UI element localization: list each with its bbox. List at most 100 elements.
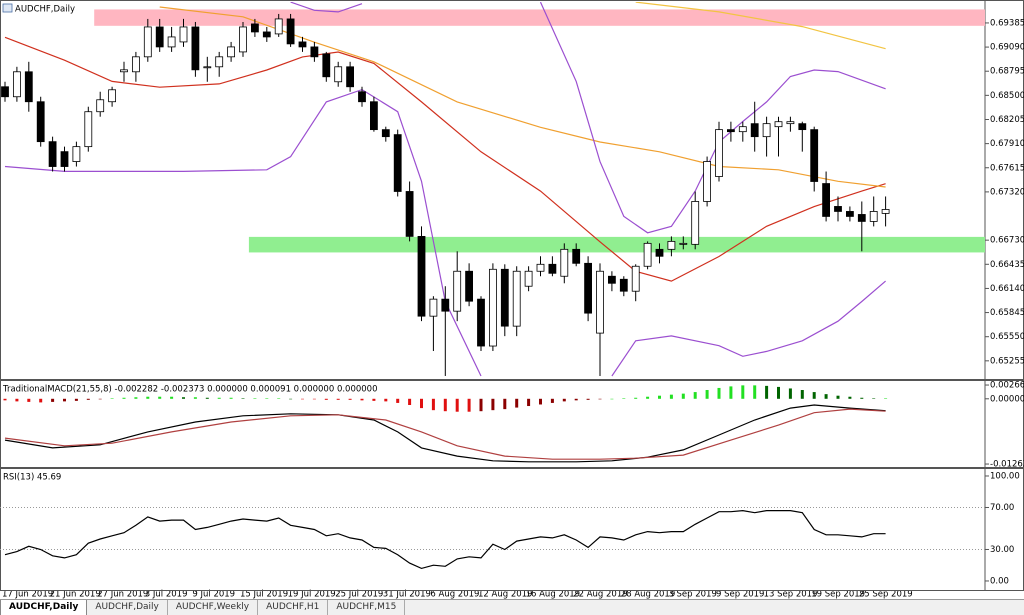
chart: 0.69385 0.69090 0.68795 0.68500 0.68205 0.679… <box>0 0 1024 599</box>
histogram-bar <box>681 393 685 399</box>
candle-body <box>310 46 319 58</box>
candle-body <box>417 235 426 317</box>
y-tick-label: -0.012627 <box>990 460 1024 470</box>
x-tick-label: 16 Aug 2019 <box>526 590 580 600</box>
macd-line <box>4 404 886 463</box>
tab[interactable]: AUDCHF,M15 <box>328 600 406 615</box>
pane-border <box>0 468 1024 591</box>
histogram-bar <box>324 398 328 400</box>
histogram-bar <box>729 386 733 399</box>
candle-body <box>24 71 33 103</box>
x-tick-label: 12 Aug 2019 <box>478 590 532 600</box>
y-tick-label: 0.66730 <box>990 236 1024 246</box>
histogram-bar <box>193 397 197 399</box>
candle-body <box>584 262 592 314</box>
histogram-bar <box>360 398 364 401</box>
histogram-bar <box>777 386 780 399</box>
overlay-line <box>611 280 886 377</box>
y-tick-label: 70.00 <box>990 503 1014 513</box>
candle-body <box>857 214 866 222</box>
candle-body <box>358 91 366 103</box>
candle-body <box>477 298 485 347</box>
histogram-bar <box>574 398 578 401</box>
histogram-bar <box>170 396 174 399</box>
histogram-bar <box>27 398 31 402</box>
x-tick-label: 9 Jul 2019 <box>192 590 235 600</box>
histogram-bar <box>836 395 840 399</box>
candle-body <box>560 248 569 277</box>
histogram-bar <box>182 397 185 399</box>
histogram-bar <box>289 398 293 400</box>
y-tick-label: 0.67910 <box>990 139 1024 149</box>
candle-body <box>120 69 128 73</box>
candle-body <box>298 41 307 48</box>
candle-body <box>227 46 236 58</box>
candle-body <box>727 129 735 133</box>
candle-body <box>548 263 557 274</box>
tab[interactable]: AUDCHF,Weekly <box>168 600 259 615</box>
candle-body <box>84 111 93 148</box>
histogram-bar <box>336 398 340 400</box>
tab[interactable]: AUDCHF,Daily <box>87 600 168 615</box>
candle-body <box>334 66 343 83</box>
tab[interactable]: AUDCHF,H1 <box>258 600 329 615</box>
histogram-bar <box>372 398 376 401</box>
y-tick-label: 0.66435 <box>990 260 1024 270</box>
histogram-bar <box>241 398 245 399</box>
candle-body <box>1 86 9 98</box>
candle-body <box>846 211 854 217</box>
candle-body <box>143 26 152 58</box>
candle-body <box>381 129 390 138</box>
histogram-bar <box>98 398 102 400</box>
histogram-bar <box>598 398 602 400</box>
x-tick-label: 3 Jul 2019 <box>145 590 188 600</box>
y-tick-label: 30.00 <box>990 545 1014 555</box>
tab-bar: AUDCHF,Daily AUDCHF,Daily AUDCHF,Weekly AUD… <box>0 599 1024 615</box>
histogram-bar <box>63 398 66 402</box>
candle-body <box>774 121 783 128</box>
tab[interactable]: AUDCHF,Daily <box>0 600 88 615</box>
overlay-line <box>4 88 482 377</box>
histogram-bar <box>408 398 412 405</box>
x-tick-label: 17 Jun 2019 <box>2 590 53 600</box>
candle-body <box>429 298 438 317</box>
histogram-bar <box>884 398 888 399</box>
plot-area <box>3 385 888 463</box>
candle-body <box>369 101 378 131</box>
candle-body <box>679 242 688 245</box>
histogram-bar <box>860 397 864 399</box>
y-tick-label: 0.002664 <box>990 381 1024 391</box>
x-tick-label: 3 Sep 2019 <box>668 590 716 600</box>
histogram-bar <box>717 387 721 399</box>
histogram-bar <box>658 395 661 399</box>
candle-body <box>834 206 842 212</box>
y-tick-label: 0.68500 <box>990 91 1024 101</box>
histogram-bar <box>586 398 590 400</box>
candle-body <box>286 18 295 45</box>
histogram-bar <box>431 398 435 411</box>
histogram-bar <box>610 398 614 400</box>
candle-body <box>691 201 700 245</box>
candle-body <box>488 268 497 347</box>
histogram-bar <box>491 398 495 411</box>
chart-icon <box>2 3 13 13</box>
candle-body <box>667 240 676 250</box>
candle-body <box>643 242 652 267</box>
y-tick-label: 0.65845 <box>990 308 1024 318</box>
y-tick-label: 0.65255 <box>990 356 1024 366</box>
x-tick-label: 19 Sep 2019 <box>811 590 865 600</box>
zone <box>248 236 985 253</box>
pane-title: RSI(13) 45.69 <box>3 473 61 483</box>
candle-body <box>60 151 69 167</box>
rsi-line <box>4 509 886 570</box>
x-tick-label: 6 Aug 2019 <box>430 590 479 600</box>
x-tick-label: 21 Jun 2019 <box>50 590 101 600</box>
histogram-bar <box>384 398 388 402</box>
y-tick-label: 100.00 <box>990 471 1020 481</box>
candle-body <box>619 278 628 292</box>
y-tick-label: 0.66140 <box>990 284 1024 294</box>
histogram-bar <box>443 398 447 412</box>
candle-body <box>405 191 414 237</box>
histogram-bar <box>503 398 507 410</box>
candle-body <box>524 270 533 287</box>
